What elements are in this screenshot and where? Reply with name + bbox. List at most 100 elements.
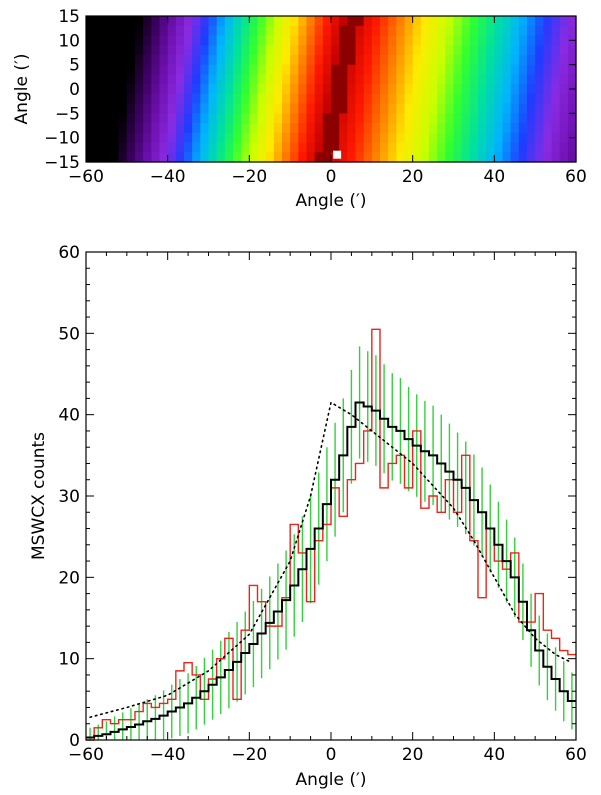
heatmap-cell (551, 132, 561, 144)
heatmap-cell (494, 25, 504, 37)
heatmap-cell (535, 64, 544, 75)
heatmap-cell (331, 84, 340, 95)
y-tick-label: 40 (58, 406, 80, 426)
heatmap-cell (135, 25, 144, 37)
heatmap-cell (527, 103, 536, 114)
heatmap-cell (282, 132, 291, 144)
heatmap-cell (135, 123, 144, 134)
heatmap-cell (445, 25, 455, 37)
heatmap-cell (469, 64, 479, 75)
heatmap-cell (429, 152, 438, 163)
heatmap-cell (216, 64, 226, 75)
heatmap-cell (371, 152, 381, 163)
heatmap-cell (420, 35, 430, 46)
y-tick-label: −5 (55, 104, 80, 124)
heatmap-cell (543, 93, 553, 105)
heatmap-cell (110, 64, 120, 75)
heatmap-cell (527, 123, 536, 134)
heatmap-cell (175, 25, 185, 37)
heatmap-cell (143, 93, 152, 105)
heatmap-cell (494, 84, 504, 95)
heatmap-cell (151, 25, 161, 37)
heatmap-cell (469, 152, 479, 163)
heatmap-cell (233, 103, 242, 114)
heatmap-cell (86, 54, 95, 66)
heatmap-cell (200, 16, 210, 27)
heatmap-cell (527, 64, 536, 75)
heatmap-cell (290, 142, 299, 153)
heatmap-cell (175, 54, 185, 66)
heatmap-cell (249, 84, 259, 95)
heatmap-cell (257, 93, 267, 105)
heatmap-cell (224, 132, 234, 144)
heatmap-cell (94, 54, 103, 66)
heatmap-cell (118, 25, 128, 37)
heatmap-cell (510, 74, 520, 85)
x-tick-label: −60 (68, 167, 104, 187)
heatmap-cell (478, 16, 487, 27)
heatmap-cell (527, 54, 536, 66)
heatmap-cell (347, 16, 357, 27)
heatmap-cell (200, 103, 210, 114)
heatmap-cell (126, 35, 136, 46)
y-tick-label: 0 (69, 80, 80, 100)
heatmap-cell (510, 16, 520, 27)
heatmap-cell (110, 84, 120, 95)
heatmap-cell (437, 132, 446, 144)
heatmap-cell (241, 74, 250, 85)
heatmap-cell (412, 113, 422, 124)
heatmap-cell (494, 16, 504, 27)
heatmap-cell (94, 132, 103, 144)
heatmap-cell (371, 45, 381, 56)
heatmap-cell (216, 74, 226, 85)
heatmap-cell (143, 64, 152, 75)
heatmap-cell (175, 64, 185, 75)
heatmap-cell (151, 93, 161, 105)
heatmap-cell (527, 93, 536, 105)
heatmap-cell (437, 84, 446, 95)
heatmap-cell (314, 54, 324, 66)
heatmap-cell (94, 45, 103, 56)
heatmap-cell (192, 152, 201, 163)
heatmap-cell (273, 142, 283, 153)
heatmap-cell (453, 142, 463, 153)
heatmap-cell (502, 16, 512, 27)
heatmap-cell (502, 142, 512, 153)
heatmap-cell (224, 142, 234, 153)
heatmap-cell (388, 64, 397, 75)
heatmap-cell (453, 64, 463, 75)
heatmap-cell (331, 35, 340, 46)
heatmap-cell (461, 74, 471, 85)
heatmap-cell (437, 93, 446, 105)
heatmap-cell (290, 45, 299, 56)
heatmap-cell (216, 45, 226, 56)
heatmap-cell (159, 103, 169, 114)
heatmap-cell (494, 93, 504, 105)
heatmap-cell (257, 84, 267, 95)
heatmap-cell (249, 142, 259, 153)
heatmap-cell (257, 113, 267, 124)
heatmap-cell (469, 113, 479, 124)
heatmap-cell (184, 45, 193, 56)
heatmap-cell (331, 16, 340, 27)
heatmap-cell (551, 93, 561, 105)
heatmap-cell (184, 74, 193, 85)
heatmap-cell (494, 152, 504, 163)
heatmap-cell (135, 152, 144, 163)
heatmap-cell (208, 16, 218, 27)
heatmap-cell (469, 25, 479, 37)
heatmap-cell (159, 35, 169, 46)
heatmap-cell (233, 64, 242, 75)
heatmap-cell (371, 113, 381, 124)
heatmap-cell (322, 54, 332, 66)
heatmap-cell (151, 84, 161, 95)
heatmap-cell (355, 64, 365, 75)
heatmap-cell (355, 132, 365, 144)
heatmap-cell (420, 132, 430, 144)
heatmap-cell (396, 113, 406, 124)
heatmap-cell (184, 113, 193, 124)
heatmap-cell (110, 132, 120, 144)
heatmap-cell (404, 152, 414, 163)
heatmap-cell (527, 152, 536, 163)
heatmap-cell (347, 93, 357, 105)
